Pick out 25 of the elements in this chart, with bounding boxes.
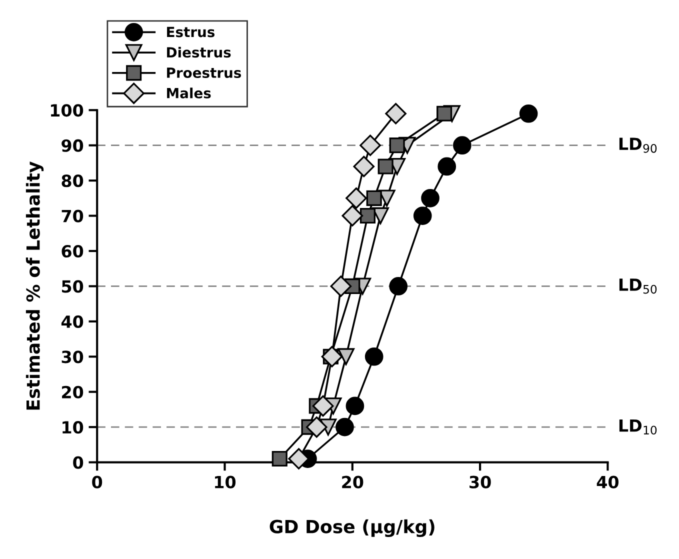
y-tick-label: 80 bbox=[62, 174, 84, 188]
y-tick-label: 30 bbox=[62, 350, 84, 364]
ref-line-label: LD$_{10}$ bbox=[619, 420, 657, 435]
x-tick-label: 30 bbox=[470, 476, 491, 488]
legend-label: Estrus bbox=[167, 26, 215, 38]
x-tick-label: 40 bbox=[596, 476, 619, 488]
x-axis-title: GD Dose (µg/kg) bbox=[270, 519, 434, 538]
x-tick-label: 20 bbox=[342, 476, 364, 488]
y-axis-title: Estimated % of Lethality bbox=[26, 161, 44, 410]
y-tick-label: 0 bbox=[73, 456, 84, 469]
legend-label: Diestrus bbox=[167, 46, 231, 58]
x-tick-label: 10 bbox=[215, 476, 236, 488]
y-tick-label: 20 bbox=[62, 386, 84, 398]
legend-label: Males bbox=[167, 88, 211, 98]
x-tick-label: 0 bbox=[92, 476, 102, 488]
ref-line-label: LD$_{50}$ bbox=[619, 278, 657, 294]
y-tick-label: 100 bbox=[50, 104, 84, 117]
y-tick-label: 50 bbox=[62, 280, 84, 293]
y-tick-label: 40 bbox=[61, 315, 84, 328]
y-tick-label: 70 bbox=[62, 210, 84, 222]
y-tick-label: 90 bbox=[62, 139, 84, 152]
y-tick-label: 60 bbox=[62, 244, 84, 258]
legend-label: Proestrus bbox=[167, 68, 242, 78]
ref-line-label: LD$_{90}$ bbox=[619, 138, 657, 153]
y-tick-label: 10 bbox=[62, 421, 84, 434]
